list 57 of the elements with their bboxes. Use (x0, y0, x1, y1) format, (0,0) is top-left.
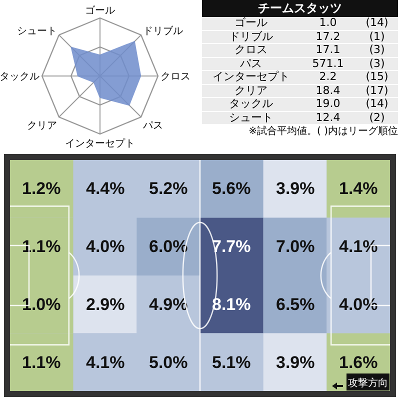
data-label: (1) (356, 30, 398, 44)
text: ※試合平均値。( )内はリーグ順位 (248, 126, 398, 138)
category-label: シュート (202, 110, 300, 124)
spoke-label: インターセプト (65, 136, 135, 150)
data-label: (17) (356, 84, 398, 98)
category-label: クロス (202, 43, 300, 57)
data-label: (3) (356, 43, 398, 57)
data-label: 1.0% (22, 295, 61, 314)
data-label: 1.1% (22, 353, 61, 372)
category-label: インターセプト (202, 70, 300, 84)
data-label: 5.6% (212, 179, 251, 198)
data-label: 5.0% (149, 353, 188, 372)
data-label: 18.4 (300, 84, 356, 98)
category-label: クリア (202, 84, 300, 98)
data-label: 6.5% (276, 295, 315, 314)
spoke-label: ドリブル (142, 23, 183, 38)
annotation: 攻撃方向 (348, 375, 388, 389)
data-label: 1.6% (339, 353, 378, 372)
data-label: 17.1 (300, 43, 356, 57)
data-label: (14) (356, 16, 398, 30)
data-label: 4.1% (86, 353, 125, 372)
data-label: 12.4 (300, 110, 356, 124)
data-label: 7.0% (276, 237, 315, 256)
data-label: 3.9% (276, 353, 315, 372)
data-label: 1.2% (22, 179, 61, 198)
category-label: パス (202, 56, 300, 70)
data-label: (15) (356, 70, 398, 84)
data-label: 4.1% (339, 237, 378, 256)
spoke-label: タックル (0, 68, 40, 82)
data-label: 2.2 (300, 70, 356, 84)
category-label: ゴール (202, 16, 300, 30)
data-label: 19.0 (300, 97, 356, 111)
data-label: 4.4% (86, 179, 125, 198)
data-label: 5.1% (212, 353, 251, 372)
data-label: 1.0 (300, 16, 356, 30)
data-label: 6.0% (149, 237, 188, 256)
data-label: (3) (356, 56, 398, 70)
data-label: 3.9% (276, 179, 315, 198)
data-label: 17.2 (300, 30, 356, 44)
text: チームスタッツ (202, 0, 398, 17)
spoke-label: クロス (160, 68, 191, 82)
data-label: 571.1 (300, 56, 356, 70)
spoke-label: パス (142, 117, 163, 132)
data-label: 4.0% (339, 295, 378, 314)
data-label: 5.2% (149, 179, 188, 198)
data-label: 1.1% (22, 237, 61, 256)
data-label: 4.9% (149, 295, 188, 314)
data-label: 4.0% (86, 237, 125, 256)
category-label: タックル (202, 97, 300, 111)
data-label: (14) (356, 97, 398, 111)
data-label: (2) (356, 110, 398, 124)
spoke-label: シュート (17, 23, 58, 38)
spoke-label: クリア (27, 117, 58, 132)
data-label: 2.9% (86, 295, 125, 314)
spoke-label: ゴール (85, 2, 115, 16)
data-label: 1.4% (339, 179, 378, 198)
category-label: ドリブル (202, 30, 300, 44)
